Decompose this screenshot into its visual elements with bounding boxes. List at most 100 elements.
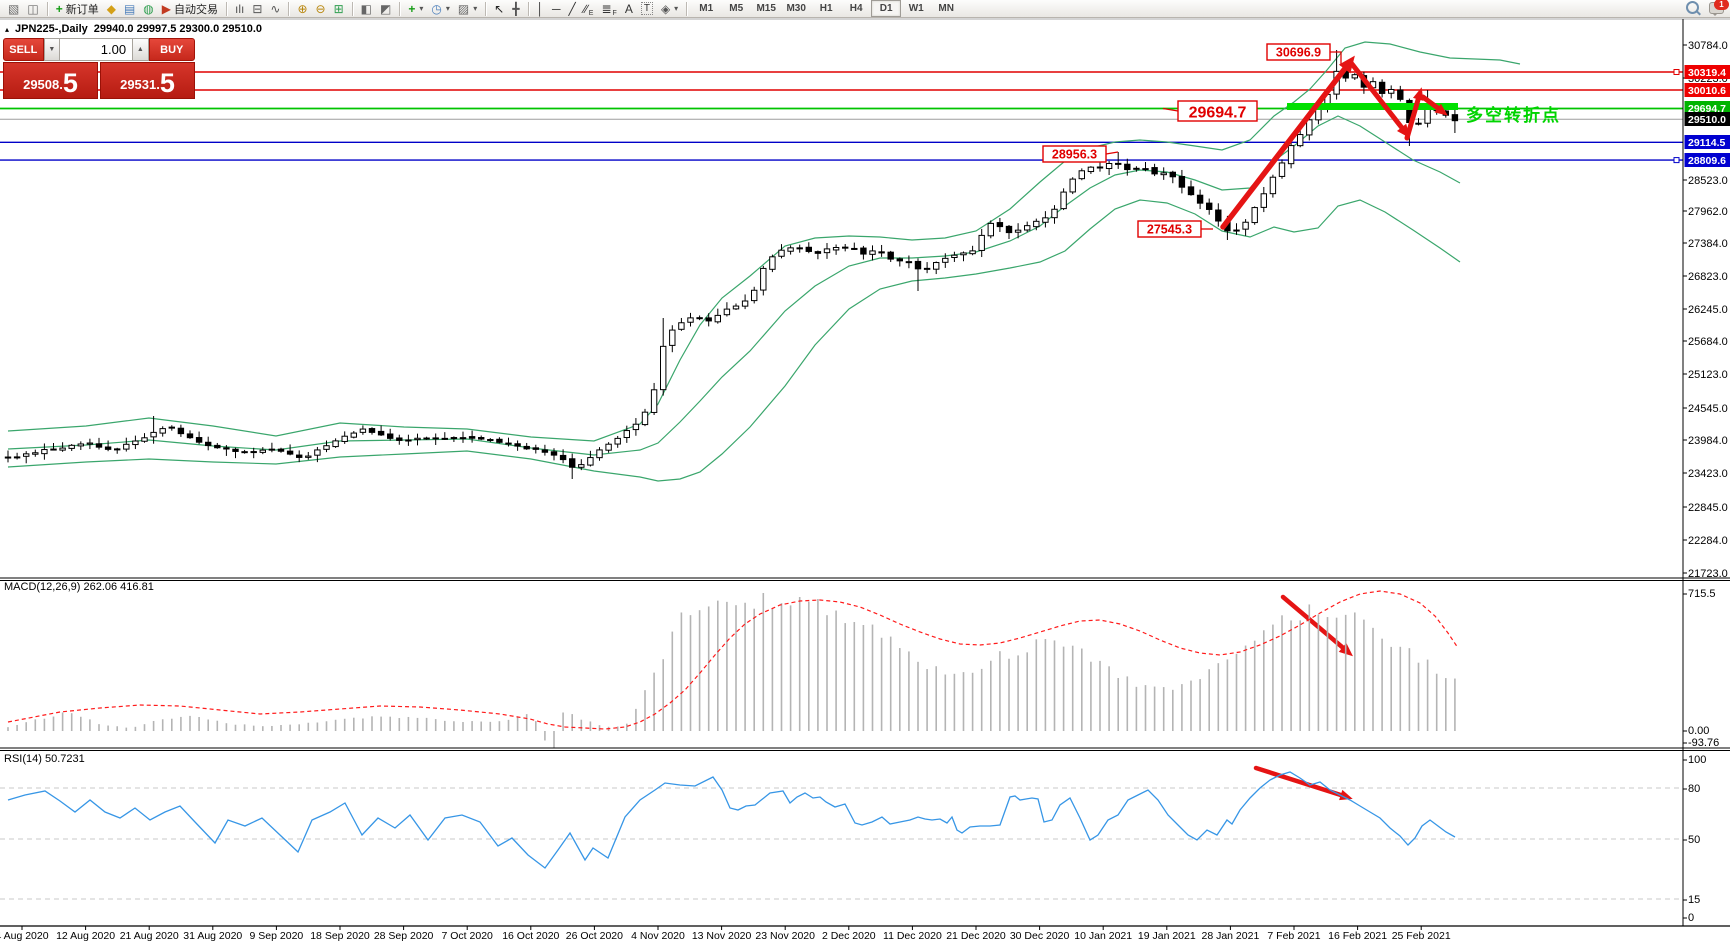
zoom-in-button[interactable]: ⊕ [293, 1, 311, 17]
timeframe-m5[interactable]: M5 [729, 3, 744, 14]
volume-decrease-button[interactable]: ▼ [43, 38, 61, 61]
candle-body [223, 447, 230, 450]
trend-arrow[interactable] [1220, 66, 1348, 230]
search-icon[interactable] [1686, 1, 1699, 14]
autotrading-button[interactable]: ▶ 自动交易 [158, 1, 222, 17]
fibonacci-button[interactable]: ≣ F [597, 1, 620, 17]
horizontal-line-icon: ─ [552, 1, 561, 16]
price-badge [1684, 112, 1730, 126]
candle-body [1160, 172, 1167, 176]
vertical-line-button[interactable]: │ [533, 1, 549, 17]
timeframe-m30[interactable]: M30 [786, 3, 806, 14]
candle-body [95, 443, 103, 448]
candle-body [487, 439, 494, 442]
timeframe-m1[interactable]: M1 [699, 3, 714, 14]
candle-body [1051, 208, 1058, 219]
candle-body [250, 451, 257, 454]
candle-body [478, 437, 485, 440]
cursor-button[interactable]: ↖ [490, 1, 508, 17]
trend-arrow[interactable] [1280, 594, 1345, 650]
price-annotation-box[interactable] [1266, 43, 1331, 61]
price-badge [1684, 101, 1730, 115]
indicators-button[interactable]: ◆ [103, 1, 120, 17]
candle-body [1206, 202, 1213, 210]
candle-body [496, 438, 503, 443]
candlestick-chart-icon: ⊟ [252, 1, 263, 16]
price-annotation-box[interactable] [1137, 220, 1202, 238]
candle-body [350, 432, 358, 438]
tool-sub-letter: E [588, 9, 594, 17]
line-handle[interactable] [1673, 157, 1680, 164]
new-chart-button[interactable]: ▧ [4, 1, 23, 17]
candle-body [405, 439, 412, 442]
timeframe-w1[interactable]: W1 [908, 3, 924, 14]
candle-body [1251, 207, 1258, 224]
cascade-windows-button[interactable]: ◧ [357, 1, 376, 17]
candle-body [1269, 176, 1277, 195]
price-annotation-box[interactable] [1177, 100, 1258, 122]
collapse-triangle-icon[interactable]: ▴ [5, 24, 10, 34]
price-axis-label: 22845.0 [1688, 502, 1728, 514]
volume-increase-button[interactable]: ▲ [132, 38, 149, 61]
chart-symbol-title: ▴ JPN225-,Daily 29940.0 29997.5 29300.0 … [5, 23, 262, 35]
sell-price-big: 5 [62, 68, 78, 98]
chat-icon[interactable]: 1 [1709, 0, 1729, 16]
buy-price-display[interactable]: 29531. 5 [100, 62, 195, 99]
bar-chart-button[interactable]: ılı [231, 1, 248, 17]
line-chart-icon: ∿ [270, 1, 281, 16]
toolbar-separator [226, 1, 227, 16]
sell-price-display[interactable]: 29508. 5 [3, 62, 98, 99]
price-axis-label: 24545.0 [1688, 403, 1728, 415]
tile-horizontal-button[interactable]: ◩ [376, 1, 395, 17]
trend-arrow[interactable] [1253, 765, 1343, 798]
signals-button[interactable]: ◍ [139, 1, 157, 17]
trendline-button[interactable]: ╱ [565, 1, 580, 17]
zoom-out-button[interactable]: ⊖ [312, 1, 330, 17]
equidistant-channel-button[interactable]: ∕∕ E [580, 1, 598, 17]
pivot-annotation-text[interactable]: 多空转折点 [1466, 105, 1561, 125]
candle-body [1378, 81, 1386, 94]
shapes-dropdown[interactable]: ◈ ▾ [657, 1, 682, 17]
one-click-trading-panel: SELL ▼ ▲ BUY 29508. 5 29531. 5 [3, 38, 195, 99]
line-handle[interactable] [1673, 69, 1680, 75]
candle-body [396, 437, 403, 441]
support-zone-bar[interactable] [1287, 103, 1458, 110]
timeframe-h4[interactable]: H4 [849, 3, 863, 14]
volume-input[interactable] [60, 38, 133, 61]
price-annotation-box[interactable] [1042, 145, 1107, 163]
market-watch-button[interactable]: ▤ [120, 1, 139, 17]
sell-button[interactable]: SELL [3, 38, 44, 61]
new-order-button[interactable]: + 新订单 [52, 1, 103, 17]
buy-button[interactable]: BUY [148, 38, 195, 61]
text-button[interactable]: A [621, 1, 637, 17]
indicator-axis-label: 15 [1688, 894, 1700, 906]
timeframe-d1[interactable]: D1 [871, 0, 902, 17]
crosshair-button[interactable]: ╋ [508, 1, 523, 17]
line-chart-button[interactable]: ∿ [266, 1, 284, 17]
candle-body [1024, 225, 1031, 231]
candle-body [723, 308, 731, 316]
timeframe-m15[interactable]: M15 [756, 3, 776, 14]
price-annotation-text: 27545.3 [1147, 223, 1192, 237]
candle-body [687, 317, 694, 323]
trend-arrow[interactable] [1404, 96, 1421, 141]
horizontal-line-button[interactable]: ─ [548, 1, 565, 17]
timeframe-h1[interactable]: H1 [819, 3, 833, 14]
tile-windows-button[interactable]: ⊞ [330, 1, 348, 17]
chart-area[interactable]: 多空转折点 30696.9 29694.7 28956.3 27545.3 30784.0… [0, 18, 1730, 944]
price-axis-label: 21723.0 [1688, 568, 1728, 580]
timeframe-mn[interactable]: MN [938, 3, 954, 14]
candle-body [1115, 162, 1122, 165]
price-axis-label: 30784.0 [1688, 40, 1728, 52]
profiles-button[interactable]: ◫ [23, 1, 42, 17]
new-chart-dropdown[interactable]: + ▾ [404, 1, 427, 17]
candlestick-chart-button[interactable]: ⊟ [248, 1, 266, 17]
candle-body [741, 300, 749, 307]
price-badge-text: 28809.6 [1688, 155, 1726, 167]
trend-arrow[interactable] [1349, 61, 1405, 130]
trend-arrow[interactable] [1420, 94, 1441, 111]
candle-body [4, 456, 12, 459]
template-dropdown[interactable]: ▨ ▾ [454, 1, 481, 17]
label-button[interactable]: T [637, 1, 657, 17]
period-dropdown[interactable]: ◷ ▾ [427, 1, 454, 17]
